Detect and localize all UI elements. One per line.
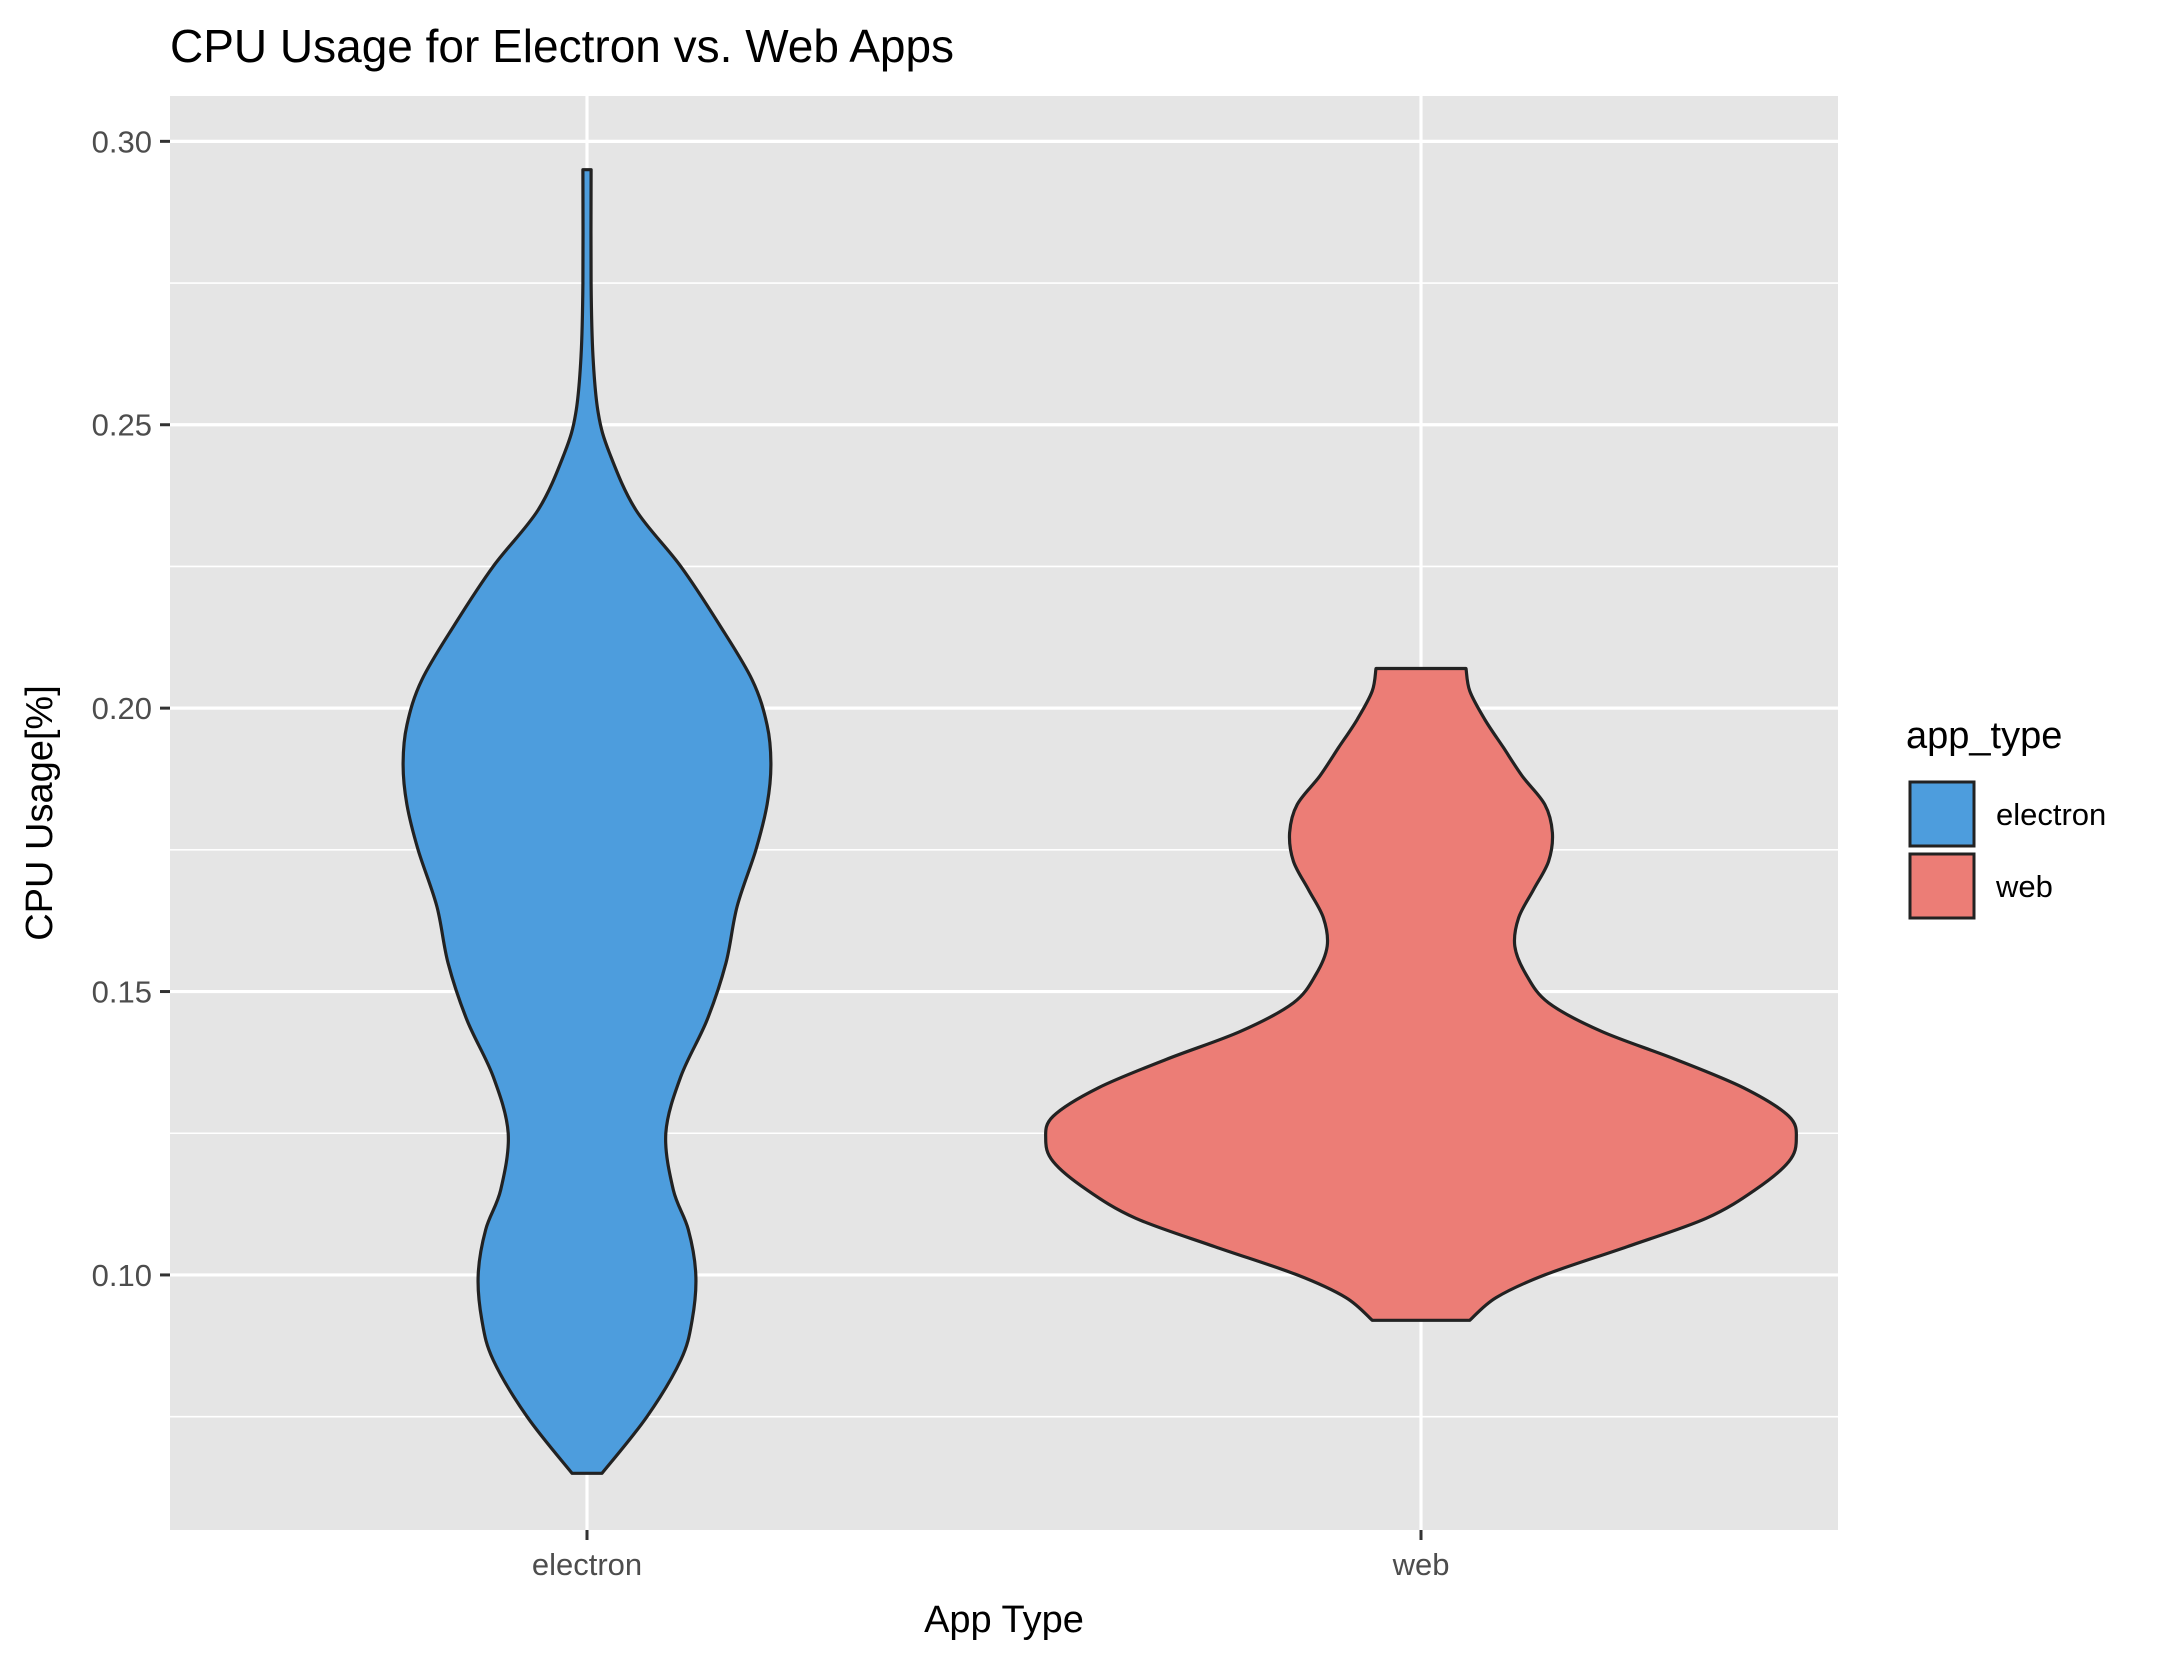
x-tick-label: electron [532, 1547, 642, 1582]
violin-web [1044, 666, 1798, 1322]
y-axis-title: CPU Usage[%] [19, 685, 61, 941]
violin-electron [401, 168, 773, 1475]
x-axis: electron web [532, 1530, 1450, 1582]
y-tick-label: 0.25 [92, 408, 152, 443]
legend-key-web [1908, 852, 1976, 920]
y-tick-label: 0.15 [92, 975, 152, 1010]
y-tick-label: 0.20 [92, 691, 152, 726]
legend: app_type electron web [1906, 715, 2106, 920]
legend-title: app_type [1906, 715, 2062, 757]
y-tick-label: 0.10 [92, 1258, 152, 1293]
x-axis-title: App Type [924, 1599, 1084, 1641]
legend-key-electron [1908, 780, 1976, 848]
y-axis: 0.10 0.15 0.20 0.25 0.30 [92, 124, 170, 1293]
y-tick-label: 0.30 [92, 124, 152, 159]
violins [401, 168, 1798, 1475]
legend-label-electron: electron [1996, 797, 2106, 832]
legend-label-web: web [1995, 869, 2053, 904]
chart-title: CPU Usage for Electron vs. Web Apps [170, 20, 954, 72]
x-tick-label: web [1392, 1547, 1450, 1582]
